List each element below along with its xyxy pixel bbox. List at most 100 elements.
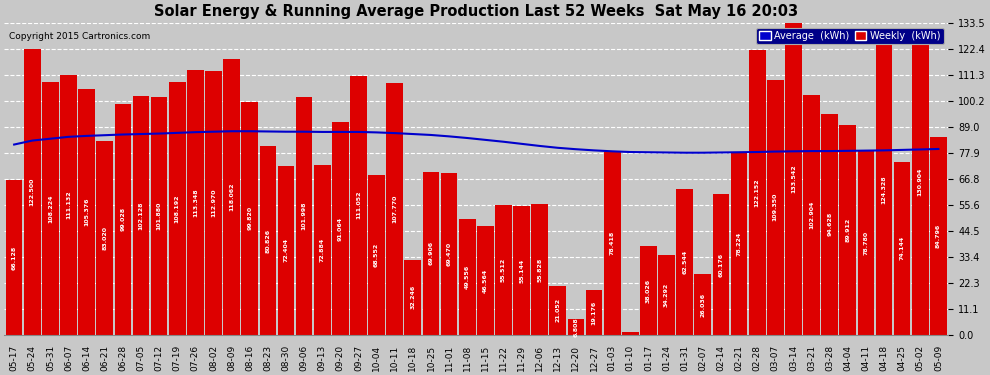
Bar (513, 206, 530, 335)
Bar (894, 162, 911, 335)
Text: 55.512: 55.512 (501, 258, 506, 282)
Bar (785, 23, 802, 335)
Text: 62.544: 62.544 (682, 250, 687, 274)
Text: 94.628: 94.628 (828, 212, 833, 237)
Text: 55.828: 55.828 (538, 258, 543, 282)
Text: 99.820: 99.820 (248, 206, 252, 230)
Bar (622, 333, 639, 335)
Text: 112.970: 112.970 (211, 189, 216, 217)
Title: Solar Energy & Running Average Production Last 52 Weeks  Sat May 16 20:03: Solar Energy & Running Average Productio… (154, 4, 798, 19)
Text: 118.062: 118.062 (229, 183, 234, 211)
Text: 21.052: 21.052 (555, 298, 560, 322)
Text: 101.880: 101.880 (156, 202, 161, 230)
Bar (405, 260, 421, 335)
Text: 55.144: 55.144 (519, 258, 524, 283)
Text: 108.224: 108.224 (48, 194, 52, 223)
Text: 78.780: 78.780 (863, 231, 868, 255)
Bar (332, 122, 348, 335)
Bar (822, 114, 838, 335)
Bar (694, 274, 711, 335)
Text: 108.192: 108.192 (175, 194, 180, 223)
Bar (912, 29, 929, 335)
Legend: Average  (kWh), Weekly  (kWh): Average (kWh), Weekly (kWh) (756, 28, 943, 44)
Bar (532, 204, 548, 335)
Text: 124.328: 124.328 (881, 176, 886, 204)
Bar (423, 172, 440, 335)
Bar (78, 89, 95, 335)
Bar (748, 50, 765, 335)
Bar (459, 219, 475, 335)
Bar (857, 151, 874, 335)
Bar (549, 286, 566, 335)
Text: 83.020: 83.020 (102, 226, 107, 250)
Text: 122.500: 122.500 (30, 178, 35, 206)
Text: 60.176: 60.176 (719, 252, 724, 277)
Bar (350, 75, 367, 335)
Text: 91.064: 91.064 (338, 216, 343, 241)
Bar (477, 226, 494, 335)
Text: 69.906: 69.906 (429, 241, 434, 265)
Bar (133, 96, 149, 335)
Bar (60, 75, 77, 335)
Bar (930, 137, 946, 335)
Bar (96, 141, 113, 335)
Bar (296, 97, 313, 335)
Text: 89.912: 89.912 (845, 218, 850, 242)
Text: 32.246: 32.246 (410, 285, 416, 309)
Bar (42, 82, 58, 335)
Text: 102.904: 102.904 (809, 201, 814, 229)
Bar (368, 175, 385, 335)
Text: 101.998: 101.998 (302, 201, 307, 230)
Text: 84.796: 84.796 (936, 224, 940, 248)
Bar (876, 45, 892, 335)
Bar (314, 165, 331, 335)
Bar (604, 152, 621, 335)
Text: 6.808: 6.808 (573, 317, 578, 337)
Bar (731, 152, 747, 335)
Text: 80.826: 80.826 (265, 228, 270, 252)
Bar (586, 290, 602, 335)
Text: 72.884: 72.884 (320, 238, 325, 262)
Text: 111.052: 111.052 (356, 191, 361, 219)
Text: 26.036: 26.036 (700, 292, 705, 316)
Text: 66.128: 66.128 (12, 246, 17, 270)
Bar (277, 166, 294, 335)
Bar (641, 246, 656, 335)
Bar (495, 205, 512, 335)
Bar (187, 70, 204, 335)
Bar (242, 102, 258, 335)
Text: 74.144: 74.144 (900, 236, 905, 260)
Bar (24, 49, 41, 335)
Bar (441, 172, 457, 335)
Bar (803, 94, 820, 335)
Text: 68.552: 68.552 (374, 243, 379, 267)
Text: 34.292: 34.292 (664, 283, 669, 307)
Text: 78.224: 78.224 (737, 231, 742, 256)
Text: 105.376: 105.376 (84, 198, 89, 226)
Text: 72.404: 72.404 (283, 238, 288, 262)
Bar (676, 189, 693, 335)
Text: 130.904: 130.904 (918, 168, 923, 196)
Bar (658, 255, 675, 335)
Text: 111.132: 111.132 (66, 191, 71, 219)
Text: 113.348: 113.348 (193, 188, 198, 217)
Bar (386, 83, 403, 335)
Bar (840, 125, 856, 335)
Bar (205, 71, 222, 335)
Text: 109.350: 109.350 (773, 193, 778, 221)
Bar (567, 319, 584, 335)
Bar (713, 194, 730, 335)
Text: Copyright 2015 Cartronics.com: Copyright 2015 Cartronics.com (9, 33, 150, 42)
Bar (259, 146, 276, 335)
Text: 69.470: 69.470 (446, 242, 451, 266)
Text: 49.556: 49.556 (464, 265, 469, 289)
Bar (767, 80, 784, 335)
Bar (150, 97, 167, 335)
Text: 19.176: 19.176 (592, 300, 597, 325)
Text: 133.542: 133.542 (791, 165, 796, 193)
Text: 122.152: 122.152 (754, 178, 759, 207)
Text: 78.418: 78.418 (610, 231, 615, 255)
Text: 46.564: 46.564 (483, 268, 488, 292)
Text: 99.028: 99.028 (121, 207, 126, 231)
Bar (115, 104, 132, 335)
